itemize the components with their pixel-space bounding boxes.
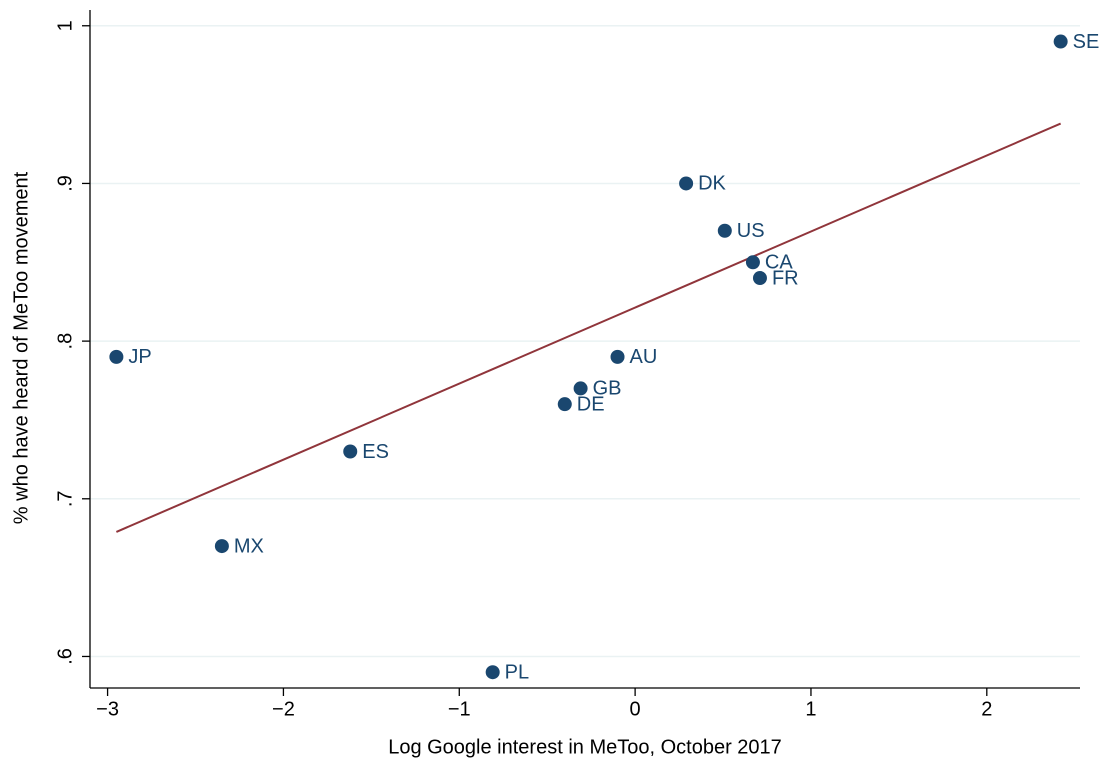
x-tick-label: 0	[630, 698, 641, 720]
y-tick-label: .8	[54, 333, 76, 350]
point-label: GB	[593, 378, 622, 400]
x-tick-label: 2	[981, 698, 992, 720]
y-axis-label: % who have heard of MeToo movement	[10, 171, 32, 524]
point	[343, 444, 358, 459]
point	[679, 176, 694, 191]
x-tick-label: −1	[448, 698, 471, 720]
x-axis-label: Log Google interest in MeToo, October 20…	[388, 736, 782, 758]
point-label: US	[737, 220, 765, 242]
point-label: SE	[1073, 31, 1100, 53]
point-label: DE	[577, 393, 605, 415]
y-tick-label: .9	[54, 175, 76, 192]
point-label: AU	[630, 346, 658, 368]
point-label: FR	[772, 267, 799, 289]
point	[752, 271, 767, 286]
y-tick-label: .6	[54, 648, 76, 665]
point-label: CA	[765, 252, 793, 274]
point	[610, 349, 625, 364]
x-tick-label: −2	[272, 698, 295, 720]
point-label: ES	[362, 441, 389, 463]
point	[485, 665, 500, 680]
point	[109, 349, 124, 364]
point-label: DK	[698, 173, 726, 195]
point	[717, 223, 732, 238]
x-tick-label: −3	[96, 698, 119, 720]
point-label: JP	[128, 346, 151, 368]
fit-line	[115, 122, 1062, 533]
point	[745, 255, 760, 270]
point	[557, 397, 572, 412]
point-label: MX	[234, 535, 264, 557]
point	[1053, 34, 1068, 49]
y-tick-label: .7	[54, 490, 76, 507]
x-tick-label: 1	[805, 698, 816, 720]
point	[214, 539, 229, 554]
point-label: PL	[505, 662, 529, 684]
y-tick-label: 1	[54, 20, 76, 31]
point	[573, 381, 588, 396]
